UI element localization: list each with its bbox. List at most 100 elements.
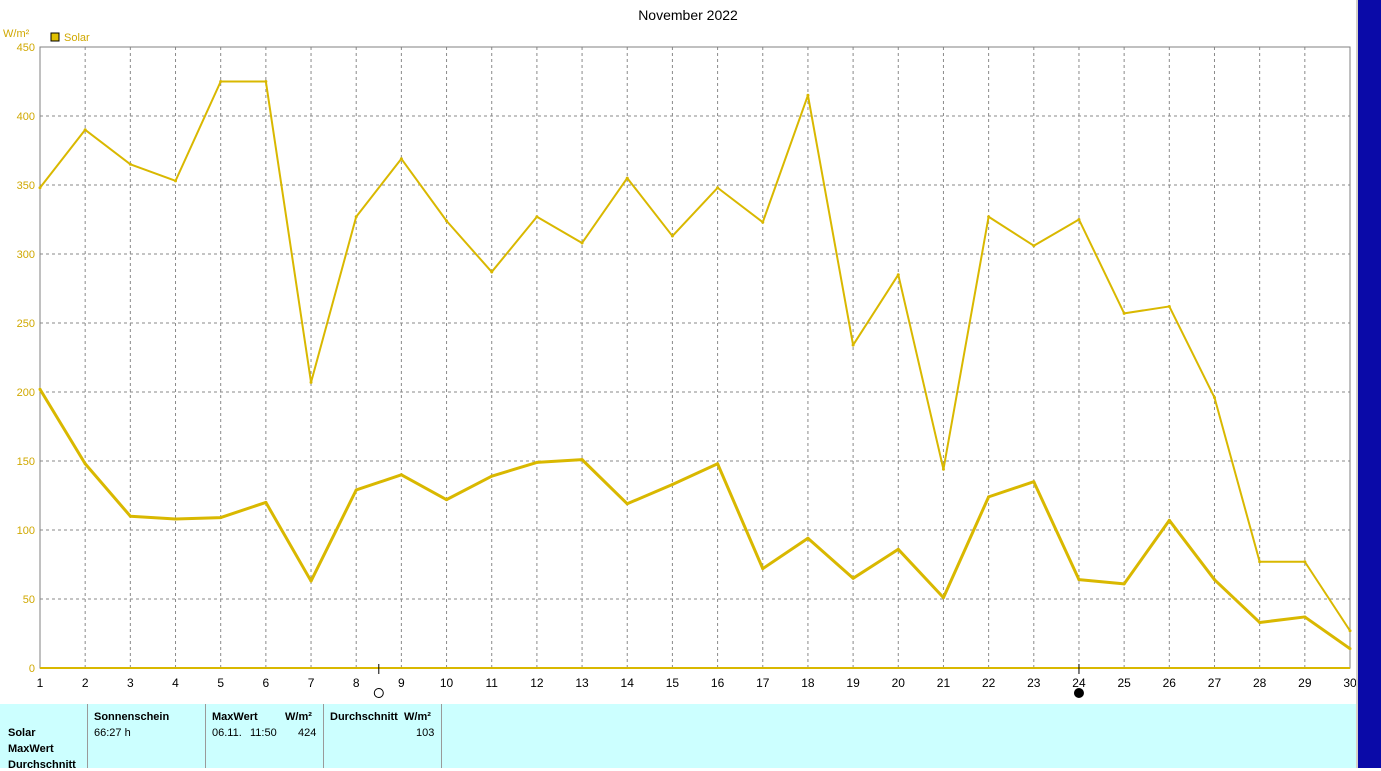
x-tick-label: 14 [621, 676, 635, 690]
data-point [490, 270, 494, 274]
new-moon-icon [1073, 688, 1084, 698]
data-point [1122, 311, 1126, 315]
row-label-maxwert: MaxWert [8, 743, 54, 755]
maxwert-date: 06.11. [212, 727, 242, 739]
full-moon-icon [373, 688, 384, 698]
data-point [1167, 304, 1171, 308]
data-point [309, 579, 313, 583]
x-tick-label: 5 [217, 676, 224, 690]
row-label-solar: Solar [8, 727, 36, 739]
average-value: 103 [416, 727, 435, 739]
series [38, 80, 1352, 651]
data-point [535, 215, 539, 219]
x-tick-label: 10 [440, 676, 454, 690]
data-point [896, 273, 900, 277]
data-point [1348, 629, 1352, 633]
data-point [941, 467, 945, 471]
data-point [851, 576, 855, 580]
data-point [1032, 480, 1036, 484]
data-point [1212, 578, 1216, 582]
divider [323, 704, 324, 768]
data-point [670, 234, 674, 238]
chart-title: November 2022 [638, 7, 738, 23]
data-point [1167, 518, 1171, 522]
data-point [38, 387, 42, 391]
solar-chart: November 2022 W/m² Solar 1 2 3 4 5 6 7 8 9 10 11 12… [3, 7, 1356, 698]
data-point [670, 482, 674, 486]
data-point [987, 215, 991, 219]
data-point [1258, 560, 1262, 564]
average-unit: W/m² [404, 711, 431, 723]
data-point [896, 547, 900, 551]
maxwert-value: 424 [298, 727, 317, 739]
x-tick-label: 25 [1117, 676, 1131, 690]
x-tick-label: 22 [982, 676, 996, 690]
divider [441, 704, 442, 768]
divider [205, 704, 206, 768]
x-tick-label: 13 [575, 676, 589, 690]
data-point [354, 488, 358, 492]
data-point [987, 495, 991, 499]
data-point [851, 343, 855, 347]
data-point [806, 93, 810, 97]
x-tick-label: 9 [398, 676, 405, 690]
info-panel: Solar MaxWert Durchschnitt Sonnenschein … [0, 704, 1356, 771]
y-tick-label: 150 [17, 456, 35, 468]
series-line [38, 388, 1351, 650]
y-tick-label: 400 [17, 111, 35, 123]
data-point [625, 176, 629, 180]
x-tick-label: 8 [353, 676, 360, 690]
x-tick-label: 26 [1163, 676, 1177, 690]
data-point [219, 516, 223, 520]
x-tick-label: 2 [82, 676, 89, 690]
data-point [1303, 560, 1307, 564]
x-tick-label: 29 [1298, 676, 1312, 690]
data-point [128, 514, 132, 518]
x-tick-label: 1 [37, 676, 44, 690]
x-tick-label: 12 [530, 676, 544, 690]
data-point [806, 536, 810, 540]
y-tick-label: 250 [17, 318, 35, 330]
data-point [83, 128, 87, 132]
data-point [264, 80, 268, 83]
x-tick-label: 15 [666, 676, 680, 690]
data-point [174, 179, 178, 183]
data-point [625, 502, 629, 506]
x-tick-label: 30 [1343, 676, 1356, 690]
x-tick-label: 23 [1027, 676, 1041, 690]
y-tick-label: 0 [29, 663, 35, 675]
plot-frame [39, 46, 1351, 669]
grid [40, 47, 1350, 668]
y-tick-label: 300 [17, 249, 35, 261]
sunshine-header: Sonnenschein [94, 711, 170, 723]
data-point [174, 517, 178, 521]
data-point [1077, 218, 1081, 221]
x-tick-label: 18 [801, 676, 815, 690]
data-point [490, 474, 494, 478]
maxwert-time: 11:50 [250, 727, 277, 739]
y-axis-unit: W/m² [3, 28, 30, 40]
series-line [39, 80, 1351, 632]
legend-swatch [50, 32, 60, 42]
data-point [264, 500, 268, 504]
data-point [1212, 396, 1216, 400]
data-point [716, 186, 720, 190]
data-point [716, 462, 720, 466]
data-point [1077, 578, 1081, 582]
data-point [309, 380, 313, 384]
data-point [1303, 615, 1307, 619]
data-point [941, 596, 945, 600]
average-header: Durchschnitt [330, 711, 398, 723]
x-tick-label: 21 [937, 676, 951, 690]
data-point [399, 473, 403, 477]
divider [87, 704, 88, 768]
x-tick-label: 16 [711, 676, 725, 690]
x-tick-label: 3 [127, 676, 134, 690]
sunshine-value: 66:27 h [94, 727, 131, 739]
data-point [761, 220, 765, 224]
x-tick-label: 27 [1208, 676, 1222, 690]
x-tick-label: 6 [263, 676, 270, 690]
x-tick-label: 28 [1253, 676, 1267, 690]
data-point [1122, 582, 1126, 586]
data-point [128, 162, 132, 166]
